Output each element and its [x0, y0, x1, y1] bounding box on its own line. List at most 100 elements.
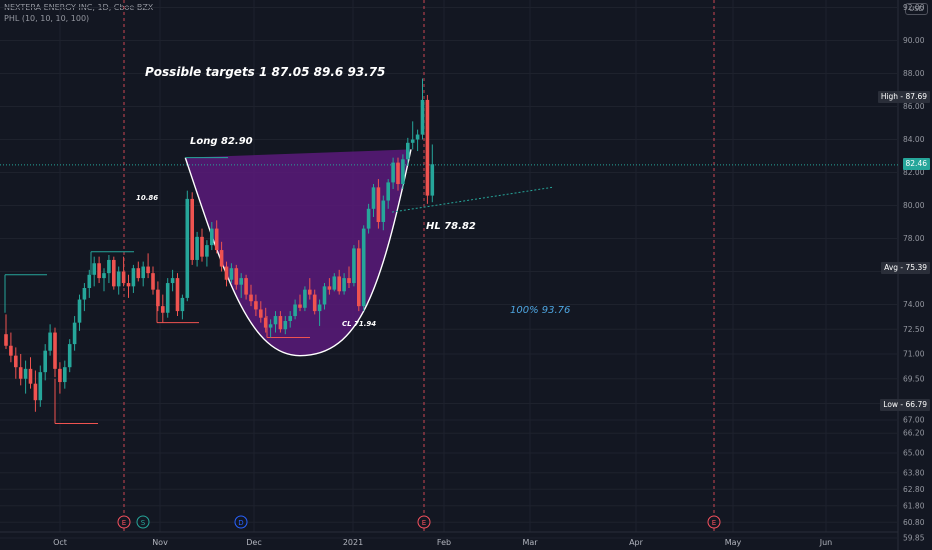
price-tick-label: 61.80: [903, 501, 925, 510]
candle: [97, 256, 101, 284]
candle: [322, 283, 327, 310]
candle-body: [381, 200, 386, 222]
candle-body: [146, 266, 150, 274]
candle-body: [234, 268, 239, 285]
cup-fill: [185, 149, 411, 356]
candle: [391, 157, 395, 189]
candle-body: [67, 344, 72, 368]
candle: [224, 261, 229, 287]
candle: [396, 157, 400, 191]
price-tick-label: 69.50: [903, 374, 925, 383]
trend-line: [391, 186, 553, 213]
price-tick-label: 86.00: [903, 102, 925, 111]
price-tick-label: 66.20: [903, 429, 925, 438]
price-tick-label: 78.00: [903, 234, 925, 243]
candle-body: [53, 332, 57, 369]
candle: [205, 240, 209, 267]
candle-body: [121, 271, 126, 284]
candle: [214, 220, 219, 254]
price-tick-label: 62.80: [903, 485, 925, 494]
candle-body: [322, 286, 327, 305]
price-tick-label: 59.85: [903, 533, 925, 542]
candle: [308, 278, 312, 300]
candle-body: [190, 198, 194, 260]
candle: [77, 294, 82, 331]
candle: [288, 311, 292, 328]
candle: [273, 311, 278, 333]
event-marker[interactable]: E: [417, 515, 431, 529]
candle-body: [283, 321, 288, 330]
candle-body: [298, 304, 302, 308]
candle: [180, 294, 185, 320]
event-marker-circle: [417, 515, 431, 529]
candle-body: [401, 159, 405, 185]
candle-body: [278, 316, 283, 330]
candle: [244, 274, 248, 300]
candle: [58, 362, 62, 394]
candle: [161, 294, 165, 323]
candle-body: [268, 324, 273, 328]
targets-annotation: Possible targets 1 87.05 89.6 93.75: [145, 65, 386, 79]
candle: [263, 307, 268, 333]
candle: [425, 94, 430, 204]
candle-body: [38, 372, 43, 401]
candle-body: [263, 317, 268, 328]
candle-body: [210, 228, 214, 246]
candle-body: [131, 268, 136, 287]
price-tick-label: 65.00: [903, 449, 925, 458]
candle-body: [116, 271, 121, 287]
candle-body: [126, 283, 131, 287]
candle-body: [195, 236, 199, 260]
candle-body: [312, 294, 317, 312]
candle: [102, 268, 106, 292]
candle-body: [97, 263, 101, 279]
indicator-label: PHL (10, 10, 10, 100): [4, 14, 90, 23]
candle-body: [175, 278, 180, 312]
event-marker[interactable]: E: [707, 515, 721, 529]
candle: [332, 273, 337, 292]
candle: [254, 294, 258, 317]
time-tick-label: 2021: [343, 538, 363, 547]
candle: [121, 256, 126, 287]
candle: [386, 179, 390, 209]
event-marker-letter: S: [141, 519, 146, 527]
price-tick-label: 80.00: [903, 201, 925, 210]
candle: [361, 225, 366, 312]
event-marker-circle: [707, 515, 721, 529]
candle-body: [254, 301, 258, 310]
event-marker[interactable]: D: [234, 515, 248, 529]
candle: [312, 289, 317, 315]
event-marker-circle: [117, 515, 131, 529]
currency-badge[interactable]: USD: [905, 3, 928, 15]
candle-body: [303, 289, 307, 308]
candle-body: [4, 334, 8, 346]
candle-body: [293, 304, 297, 317]
time-tick-label: Feb: [437, 538, 451, 547]
candle-body: [23, 368, 28, 379]
event-marker[interactable]: E: [117, 515, 131, 529]
candle: [293, 299, 297, 320]
candle: [239, 273, 243, 298]
candle: [156, 281, 160, 312]
time-tick-label: Dec: [246, 538, 261, 547]
candle-body: [327, 286, 332, 290]
candle-body: [376, 187, 381, 222]
candle: [430, 144, 435, 203]
candle: [23, 360, 28, 394]
candle: [170, 269, 175, 292]
candle-body: [48, 332, 52, 351]
candle: [18, 354, 23, 386]
candle-body: [224, 266, 229, 280]
price-tick-label: 84.00: [903, 135, 925, 144]
candle-body: [170, 278, 175, 284]
price-tick-label: 71.00: [903, 350, 925, 359]
event-marker-letter: D: [238, 519, 243, 527]
candle: [371, 184, 376, 218]
candle-body: [259, 309, 263, 318]
event-marker[interactable]: S: [136, 515, 150, 529]
candle: [165, 278, 170, 318]
candle-body: [273, 316, 278, 325]
candle: [249, 284, 253, 307]
